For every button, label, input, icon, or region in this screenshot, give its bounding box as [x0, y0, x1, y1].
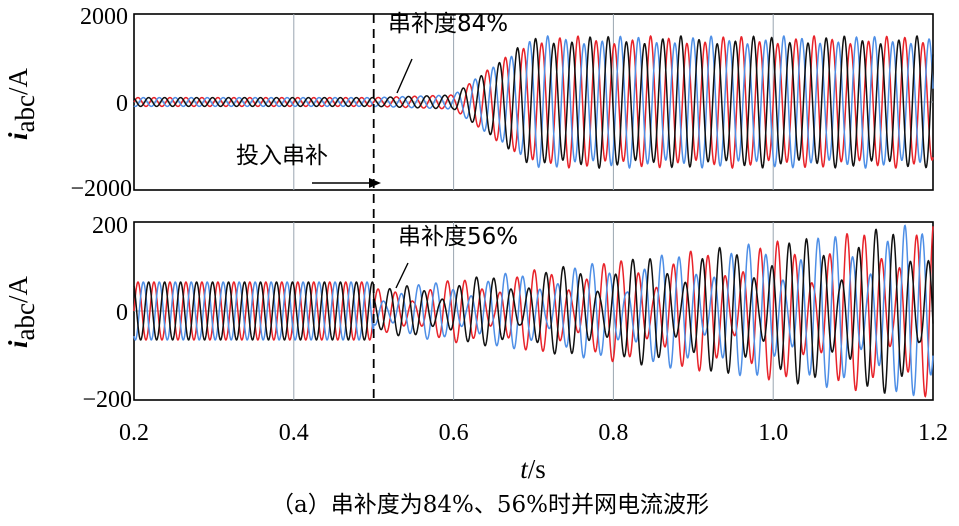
bottom-panel-waveforms	[133, 224, 934, 398]
bottom-ytick-max: 200	[92, 213, 128, 239]
xtick-1: 0.4	[279, 420, 309, 446]
top-compensation-label: 串补度84%	[388, 11, 508, 37]
bottom-phase-b-line	[133, 224, 934, 397]
top-phase-b-line	[133, 35, 934, 169]
bottom-phase-c-line	[133, 228, 934, 394]
xtick-4: 1.0	[758, 420, 788, 446]
top-ylabel: iabc/A	[3, 68, 40, 140]
top-panel-waveforms	[133, 34, 934, 170]
x-axis-ticks: 0.2 0.4 0.6 0.8 1.0 1.2	[119, 420, 948, 446]
top-phase-a-line	[133, 34, 934, 170]
bottom-compensation-pointer	[395, 262, 409, 289]
figure-caption: （a）串补度为84%、56%时并网电流波形	[271, 492, 709, 518]
top-phase-c-line	[133, 34, 934, 169]
xtick-3: 0.8	[598, 420, 628, 446]
bottom-ytick-min: −200	[82, 387, 132, 413]
switch-in-label: 投入串补	[236, 143, 328, 169]
bottom-panel: 200 0 −200 iabc/A 串补度56%	[3, 213, 934, 413]
top-ytick-zero: 0	[116, 91, 128, 117]
top-compensation-pointer	[396, 58, 413, 94]
bottom-ytick-zero: 0	[116, 300, 128, 326]
xtick-5: 1.2	[918, 420, 948, 446]
xtick-2: 0.6	[439, 420, 469, 446]
switch-in-arrowhead	[369, 178, 381, 188]
top-ytick-max: 2000	[80, 4, 128, 30]
xtick-0: 0.2	[119, 420, 149, 446]
top-panel: 2000 0 −2000 iabc/A 串补度84% 投入串补	[3, 4, 934, 202]
bottom-ylabel: iabc/A	[3, 276, 40, 348]
x-axis-label: t/s	[520, 454, 546, 484]
bottom-phase-a-line	[133, 226, 934, 398]
top-ytick-min: −2000	[70, 176, 132, 202]
bottom-compensation-label: 串补度56%	[398, 224, 518, 250]
